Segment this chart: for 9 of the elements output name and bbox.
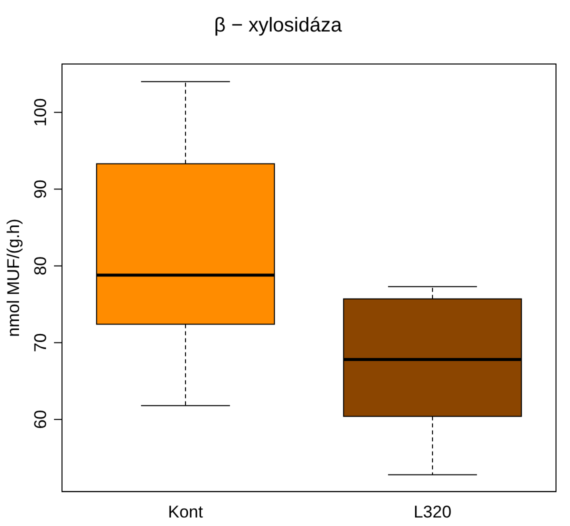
y-tick-label: 70 — [31, 333, 50, 352]
chart-title: β − xylosidáza — [214, 14, 343, 37]
y-tick-label: 90 — [31, 180, 50, 199]
y-tick-label: 100 — [31, 98, 50, 127]
x-tick-label: Kont — [168, 502, 204, 522]
y-tick-label: 80 — [31, 256, 50, 276]
y-tick-label: 60 — [31, 410, 50, 429]
y-axis-title: nmol MUF/(g.h) — [4, 218, 23, 337]
x-tick-label: L320 — [414, 502, 452, 522]
